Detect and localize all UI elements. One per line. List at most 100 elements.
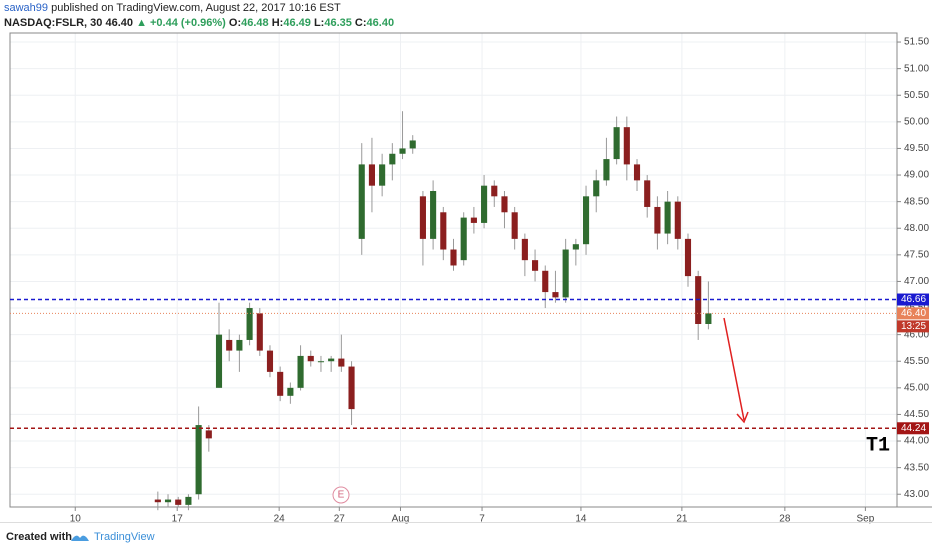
x-tick-label: 27 [334,514,346,525]
y-tick-label: 49.00 [904,170,929,181]
candle-body [603,159,610,181]
candle-body [430,191,437,239]
o-label: O: [228,17,242,29]
level-tag [897,422,929,435]
x-tick-label: 7 [479,514,485,525]
marks-layer: 43.0043.5044.0044.5045.0045.5046.0046.50… [10,37,929,525]
published: published on TradingView.com, August 22,… [51,2,341,14]
logo [71,535,89,541]
c: 46.40 [366,17,395,29]
candle-body [236,339,243,351]
candle-body [572,244,579,250]
candle-body [256,313,263,351]
level-tag [897,293,929,306]
footer: Created with TradingView [0,522,932,551]
y-tick-label: 45.00 [904,382,929,393]
candle-body [613,127,620,160]
candle-body [552,292,559,298]
candle-body [409,140,416,149]
y-tick-label: 46.00 [904,329,929,340]
candle-body [654,206,661,234]
candle-body [266,350,274,372]
o: 46.48 [241,17,269,29]
candle-body [389,153,396,165]
y-tick-label: 47.00 [904,276,929,287]
arrow-head [736,411,749,424]
earnings-marker[interactable] [332,486,350,504]
candle-body [277,371,284,396]
candle-body [542,270,549,293]
x-tick-label: 28 [779,514,791,525]
candle-body [185,496,192,505]
level-label: 46.40 [901,308,926,319]
y-tick-label: 43.00 [904,489,929,500]
candle-body [511,212,518,239]
candle-body [287,387,294,396]
footer-created: Created with [6,531,73,543]
symbol: NASDAQ:FSLR, 30 [4,17,103,29]
candle-body [154,499,161,503]
price: 46.40 [105,17,133,29]
y-tick-label: 49.50 [904,143,929,154]
candle-body [368,164,375,186]
header-line2: NASDAQ:FSLR, 30 46.40 ▲ +0.44 (+0.96%) O… [4,17,394,29]
candle-body [419,196,426,239]
earnings-label: E [338,490,345,501]
candle-body [460,217,467,261]
arrow-shaft [723,317,745,421]
candle-body [399,148,406,154]
countdown-tag [897,320,929,333]
h-label: H: [271,17,284,29]
countdown: 13:25 [901,321,926,332]
candle-body [521,238,528,261]
author[interactable]: sawah99 [4,2,49,14]
candle-body [338,358,345,367]
y-tick-label: 50.50 [904,90,929,101]
candle-body [297,355,304,388]
y-tick-label: 43.50 [904,462,929,473]
y-tick-label: 48.50 [904,196,929,207]
candle-body [481,185,488,223]
candle-body [164,499,172,503]
candle-body [623,127,630,165]
x-tick-label: Aug [392,514,410,525]
level-label: 44.24 [901,423,926,434]
candle-body [450,249,457,266]
l-label: L: [313,17,325,29]
candle-body [684,238,692,277]
candle-body [226,339,233,351]
footer-brand[interactable]: TradingView [94,531,155,543]
chart: T1 E 43.00 43.50 44.00 44.50 45.00 45.50 46.00… [9,32,932,525]
l: 46.35 [324,17,352,29]
candle-body [246,308,253,340]
candle-body [328,358,335,362]
candle-body [470,217,477,223]
annotation: T1 [866,434,890,457]
candle-body [582,196,590,245]
y-tick-label: 51.50 [904,37,929,48]
candle-body [358,164,365,239]
candle-body [205,430,212,439]
candle-body [593,180,600,197]
candle-body [501,196,508,213]
x-tick-label: 10 [70,514,82,525]
y-tick-label: 45.50 [904,356,929,367]
y-tick-label: 44.00 [904,436,929,447]
y-tick-label: 51.00 [904,63,929,74]
candle-body [633,164,641,181]
x-tick-label: 14 [575,514,587,525]
c-label: C: [354,17,367,29]
x-tick-label: Sep [856,514,874,525]
x-tick-label: 24 [274,514,286,525]
candle-body [532,260,539,271]
x-tick-label: 17 [172,514,184,525]
y-tick-label: 48.00 [904,223,929,234]
candle-body [562,249,569,298]
candle-body [348,366,355,410]
candle-body [379,164,386,186]
candle-body [664,201,671,234]
header-line1: sawah99 published on TradingView.com, Au… [4,2,341,14]
candle-body [215,334,223,388]
candle-body [440,212,447,250]
